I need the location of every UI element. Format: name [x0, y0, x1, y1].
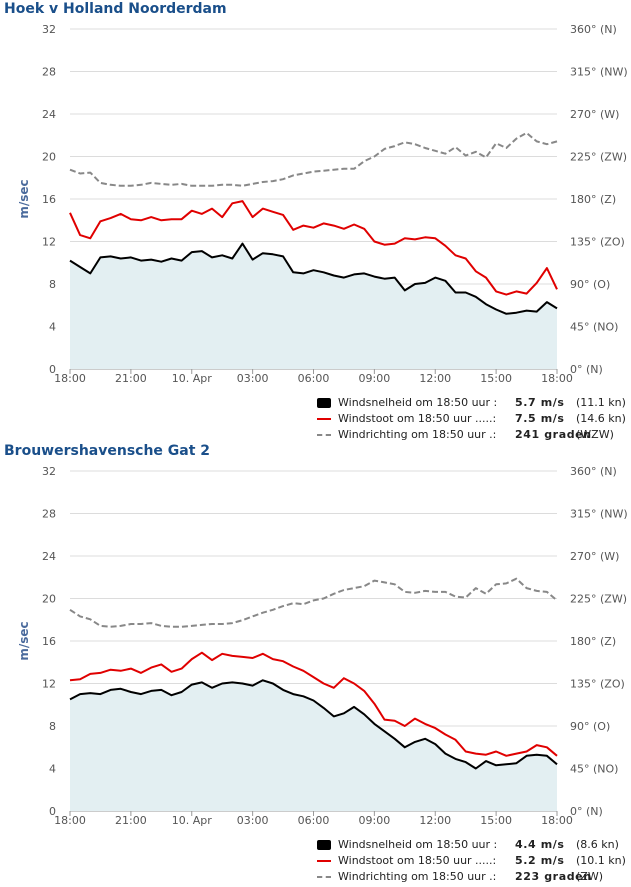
legend-extra: (14.6 kn) [576, 412, 626, 425]
y2-tick-label: 180° (Z) [570, 635, 616, 648]
red-line-icon [317, 860, 331, 862]
y2-tick-label: 225° (ZW) [570, 593, 627, 606]
y2-tick-label: 45° (NO) [570, 321, 618, 334]
y2-tick-label: 360° (N) [570, 465, 617, 478]
legend-label: Windstoot om 18:50 uur .....: [338, 854, 497, 867]
y2-tick-label: 315° (NW) [570, 508, 628, 521]
x-tick-label: 12:00 [419, 814, 451, 827]
y-tick-label: 28 [42, 66, 56, 79]
legend-extra: (ZW) [576, 870, 603, 883]
legend-extra: (11.1 kn) [576, 396, 626, 409]
legend-value: 7.5 m/s [515, 412, 565, 425]
y2-tick-label: 315° (NW) [570, 66, 628, 79]
legend-value: 5.7 m/s [515, 396, 565, 409]
y-tick-label: 24 [42, 550, 56, 563]
legend-label: Windrichting om 18:50 uur .: [338, 870, 497, 883]
y2-tick-label: 0° (N) [570, 363, 603, 376]
y2-tick-label: 90° (O) [570, 720, 610, 733]
y-tick-label: 16 [42, 635, 56, 648]
y-tick-label: 28 [42, 508, 56, 521]
chart-svg: 0 0° (N) 4 45° (NO) 8 90° (O) 12 135° (ZO) 16 180… [17, 465, 628, 827]
x-tick-label: 18:00 [541, 814, 573, 827]
chart-svg: 0 0° (N) 4 45° (NO) 8 90° (O) 12 135° (ZO) 16 180… [17, 23, 628, 385]
y-tick-label: 4 [49, 763, 56, 776]
legend-label: Windstoot om 18:50 uur .....: [338, 412, 497, 425]
legend-value: 4.4 m/s [515, 838, 565, 851]
legend-value: 223 graden [515, 870, 592, 883]
x-tick-label: 06:00 [298, 814, 330, 827]
direction-line [69, 577, 558, 628]
y2-tick-label: 135° (ZO) [570, 678, 625, 691]
y-tick-label: 20 [42, 151, 56, 164]
y2-tick-label: 270° (W) [570, 550, 619, 563]
x-tick-label: 18:00 [54, 372, 86, 385]
y-tick-label: 8 [49, 720, 56, 733]
x-tick-label: 15:00 [480, 814, 512, 827]
legend-label: Windsnelheid om 18:50 uur : [338, 396, 498, 409]
gust-line [69, 651, 558, 757]
y2-tick-label: 0° (N) [570, 805, 603, 818]
grey-dash-icon [317, 434, 331, 436]
black-box-icon [317, 398, 331, 408]
chart-panel-hoek: 0 0° (N) 4 45° (NO) 8 90° (O) 12 135° (ZO) 16 180… [0, 0, 631, 442]
y2-tick-label: 180° (Z) [570, 193, 616, 206]
x-tick-label: 15:00 [480, 372, 512, 385]
x-tick-label: 10. Apr [172, 372, 212, 385]
gust-line [69, 200, 558, 296]
y-tick-label: 0 [49, 805, 56, 818]
y-tick-label: 0 [49, 363, 56, 376]
y-tick-label: 8 [49, 278, 56, 291]
x-tick-label: 03:00 [237, 372, 269, 385]
grey-dash-icon [317, 876, 331, 878]
legend-value: 5.2 m/s [515, 854, 565, 867]
legend-label: Windsnelheid om 18:50 uur : [338, 838, 498, 851]
y-axis-label: m/sec [17, 179, 31, 218]
x-tick-label: 21:00 [115, 814, 147, 827]
y-tick-label: 4 [49, 321, 56, 334]
y-tick-label: 20 [42, 593, 56, 606]
x-tick-label: 09:00 [359, 814, 391, 827]
y2-tick-label: 90° (O) [570, 278, 610, 291]
x-tick-label: 06:00 [298, 372, 330, 385]
y-tick-label: 32 [42, 465, 56, 478]
x-tick-label: 18:00 [54, 814, 86, 827]
chart-title: Brouwershavensche Gat 2 [4, 443, 211, 459]
y2-tick-label: 270° (W) [570, 108, 619, 121]
speed-area [70, 680, 557, 811]
legend-extra: (10.1 kn) [576, 854, 626, 867]
legend-value: 241 graden [515, 428, 592, 441]
black-box-icon [317, 840, 331, 850]
chart-panel-brouwershaven: 0 0° (N) 4 45° (NO) 8 90° (O) 12 135° (ZO) 16 180… [0, 442, 631, 884]
y-tick-label: 12 [42, 236, 56, 249]
y2-tick-label: 360° (N) [570, 23, 617, 36]
y-tick-label: 12 [42, 678, 56, 691]
direction-line [69, 131, 558, 187]
x-tick-label: 09:00 [359, 372, 391, 385]
legend-extra: (WZW) [576, 428, 614, 441]
x-tick-label: 12:00 [419, 372, 451, 385]
speed-area [70, 243, 557, 369]
speed-line [69, 242, 558, 315]
y-tick-label: 24 [42, 108, 56, 121]
x-tick-label: 10. Apr [172, 814, 212, 827]
y-axis-label: m/sec [17, 621, 31, 660]
speed-line [69, 679, 558, 770]
x-tick-label: 03:00 [237, 814, 269, 827]
red-line-icon [317, 418, 331, 420]
y-tick-label: 32 [42, 23, 56, 36]
legend-extra: (8.6 kn) [576, 838, 619, 851]
x-tick-label: 21:00 [115, 372, 147, 385]
chart-title: Hoek v Holland Noorderdam [4, 1, 227, 17]
y2-tick-label: 135° (ZO) [570, 236, 625, 249]
y2-tick-label: 45° (NO) [570, 763, 618, 776]
x-tick-label: 18:00 [541, 372, 573, 385]
y2-tick-label: 225° (ZW) [570, 151, 627, 164]
y-tick-label: 16 [42, 193, 56, 206]
legend-label: Windrichting om 18:50 uur .: [338, 428, 497, 441]
